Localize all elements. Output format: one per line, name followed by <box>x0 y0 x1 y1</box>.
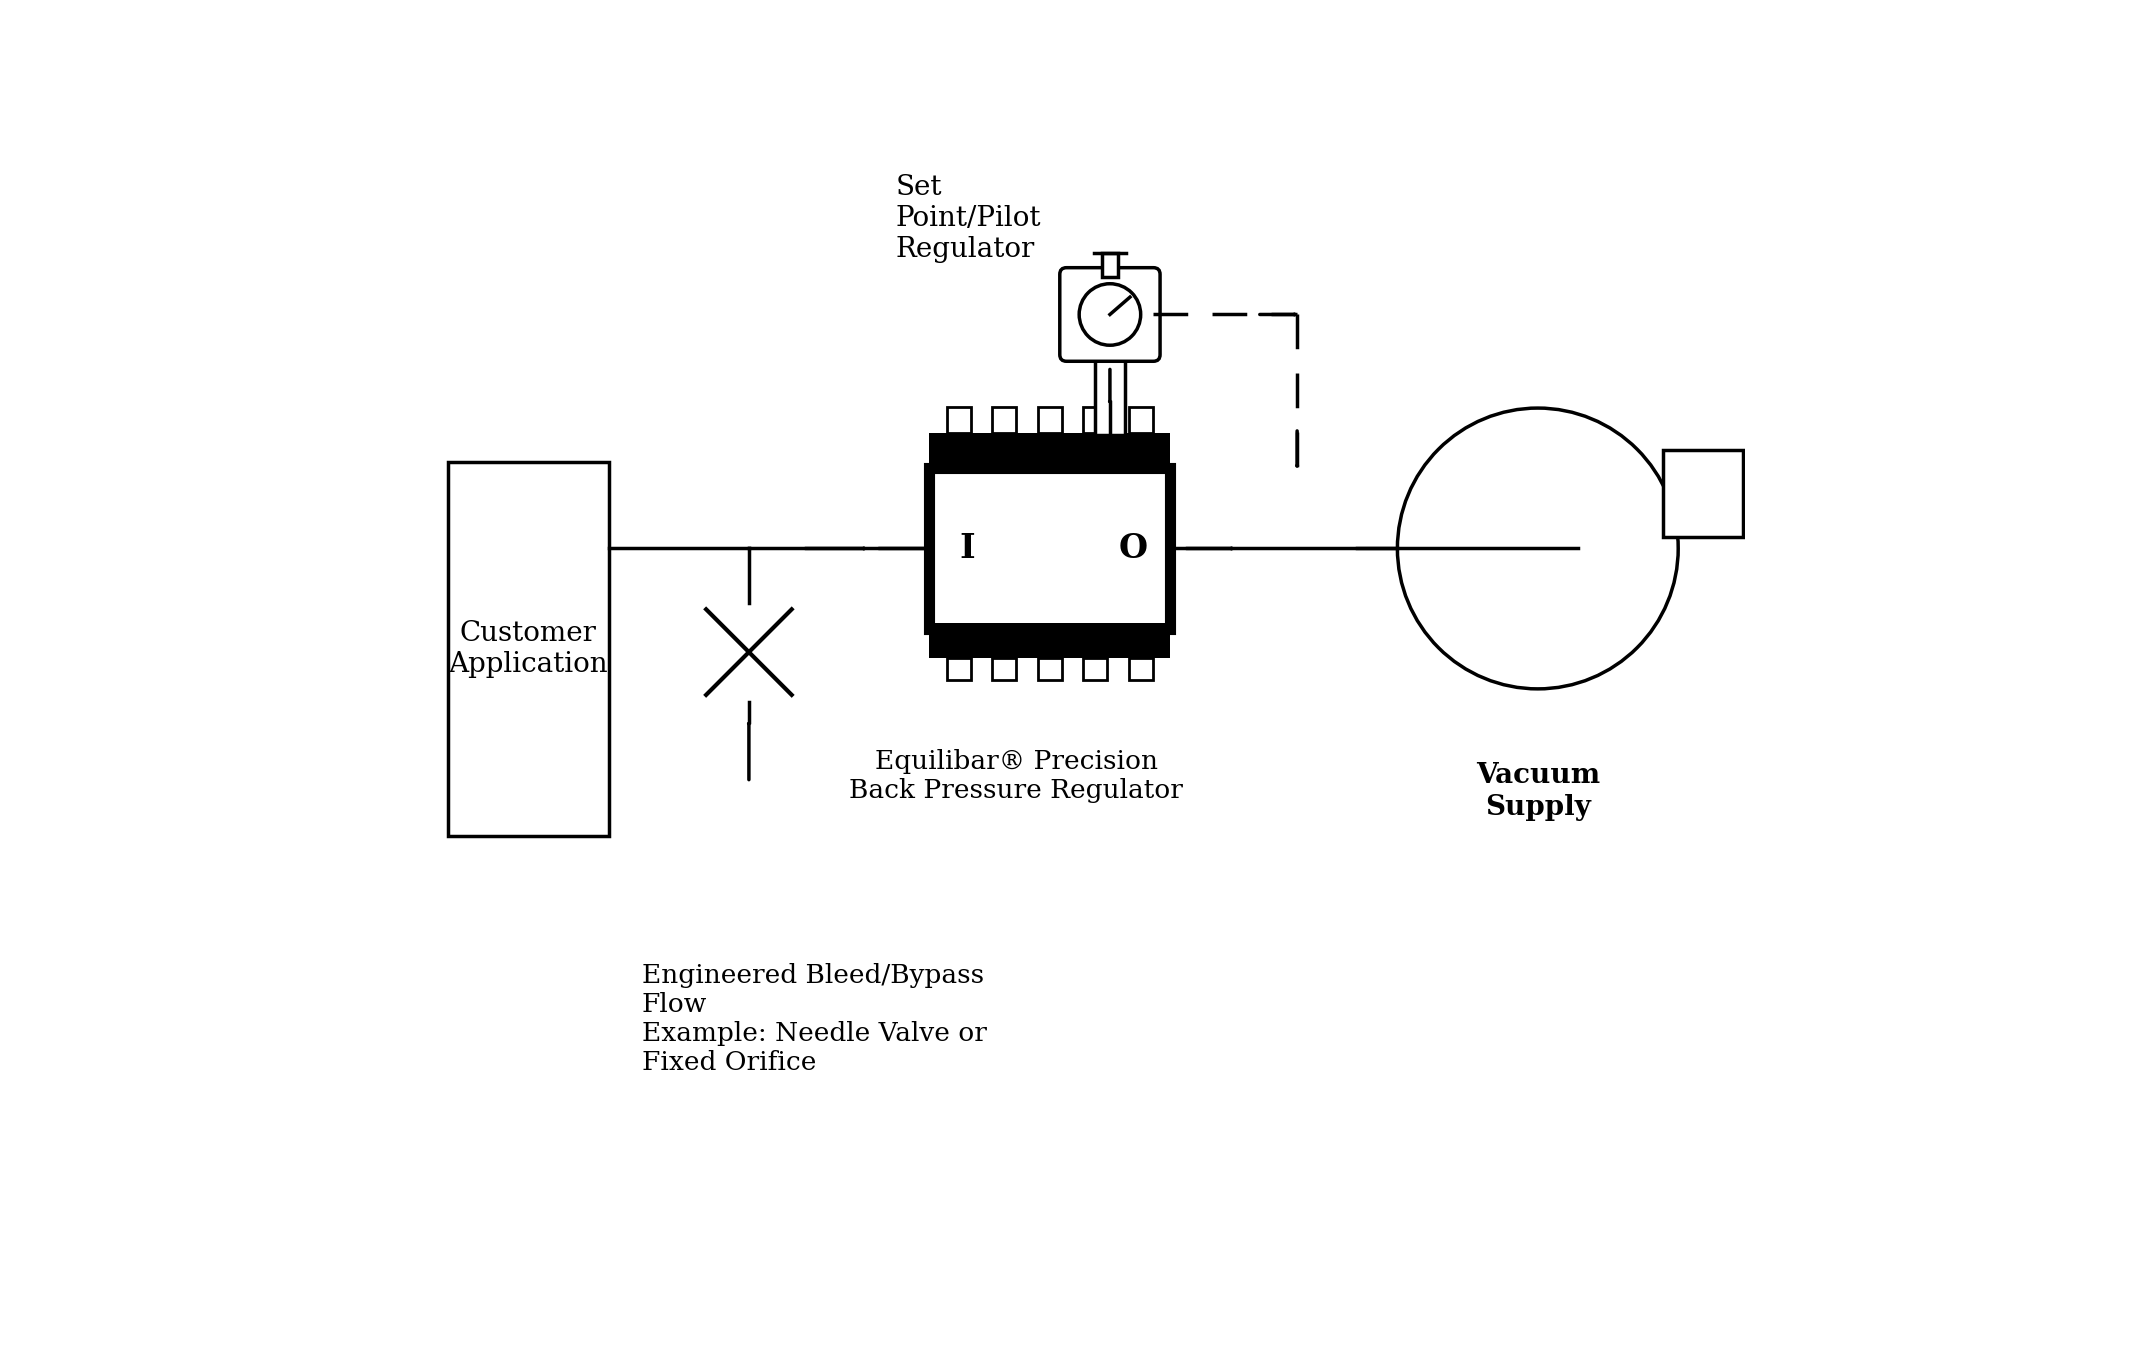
Text: Customer
Application: Customer Application <box>448 620 607 678</box>
Text: O: O <box>1117 532 1148 565</box>
Circle shape <box>1079 284 1141 346</box>
Bar <box>1038 658 1061 680</box>
Bar <box>448 462 609 836</box>
Bar <box>947 407 971 434</box>
Bar <box>993 658 1016 680</box>
Bar <box>1128 407 1152 434</box>
Text: Equilibar® Precision
Back Pressure Regulator: Equilibar® Precision Back Pressure Regul… <box>850 748 1184 802</box>
Bar <box>1083 407 1107 434</box>
Bar <box>993 407 1016 434</box>
Bar <box>1083 658 1107 680</box>
Bar <box>930 623 1169 658</box>
Bar <box>1662 450 1744 538</box>
FancyBboxPatch shape <box>930 469 1169 628</box>
Bar <box>947 658 971 680</box>
Bar <box>1038 407 1061 434</box>
Bar <box>1096 354 1124 435</box>
Bar <box>930 434 1169 469</box>
Text: I: I <box>958 532 975 565</box>
Bar <box>1102 253 1117 277</box>
Circle shape <box>1397 408 1677 689</box>
Text: Engineered Bleed/Bypass
Flow
Example: Needle Valve or
Fixed Orifice: Engineered Bleed/Bypass Flow Example: Ne… <box>642 963 986 1075</box>
Text: Set
Point/Pilot
Regulator: Set Point/Pilot Regulator <box>896 174 1042 263</box>
FancyBboxPatch shape <box>1059 267 1160 361</box>
Bar <box>1128 658 1152 680</box>
Text: Vacuum
Supply: Vacuum Supply <box>1475 762 1600 820</box>
